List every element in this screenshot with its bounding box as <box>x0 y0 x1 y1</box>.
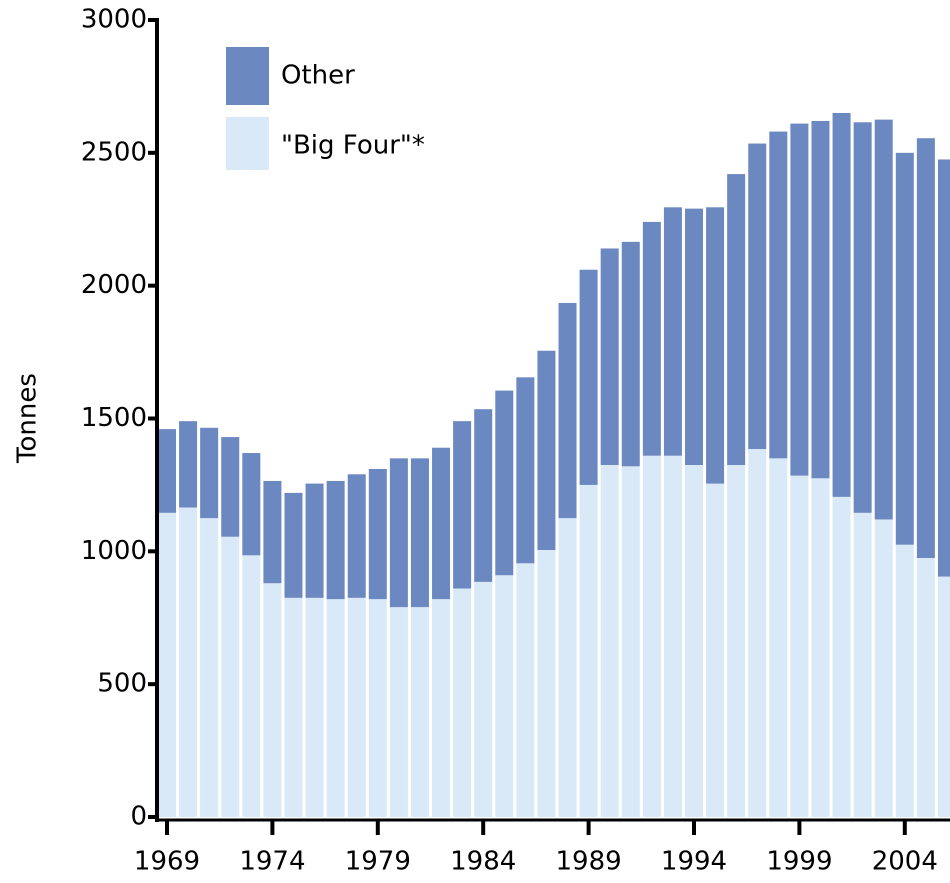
bar-segment <box>495 390 514 576</box>
x-tick-label: 1989 <box>556 847 622 877</box>
legend-label: "Big Four"* <box>281 131 425 161</box>
bar-segment <box>937 576 950 817</box>
bar-segment <box>326 480 345 600</box>
bar-segment <box>474 581 493 817</box>
bar-segment <box>200 427 219 519</box>
bar-segment <box>410 607 429 817</box>
legend-swatch <box>226 117 269 170</box>
x-tick-label: 1999 <box>766 847 832 877</box>
bar-segment <box>558 302 577 519</box>
bar-segment <box>748 449 767 817</box>
y-axis-label: Tonnes <box>13 373 43 464</box>
bar-segment <box>832 496 851 817</box>
bar-segment <box>748 143 767 450</box>
bar-segment <box>769 458 788 817</box>
bar-segment <box>685 464 703 817</box>
x-tick-label: 1984 <box>450 847 516 877</box>
bar-segment <box>432 447 451 600</box>
x-tick-label: 1979 <box>345 847 411 877</box>
bar-segment <box>727 174 746 465</box>
x-tick-label: 1969 <box>134 847 200 877</box>
y-tick-label: 0 <box>130 802 147 832</box>
bar-segment <box>832 112 851 497</box>
bar-segment <box>389 458 408 608</box>
bar-segment <box>916 138 935 558</box>
bar-segment <box>790 123 809 476</box>
bar-segment <box>895 544 914 817</box>
bar-segment <box>158 512 176 817</box>
bar-segment <box>600 248 619 465</box>
bar-segment <box>389 607 408 817</box>
bar-segment <box>410 458 429 608</box>
legend-swatch <box>226 47 269 105</box>
bar-segment <box>853 122 872 513</box>
bar-segment <box>663 207 682 456</box>
bar-segment <box>263 583 282 817</box>
bar-segment <box>537 350 556 551</box>
bar-segment <box>516 377 535 564</box>
bar-segment <box>432 599 451 817</box>
y-tick-label: 3000 <box>81 5 147 35</box>
bar-segment <box>874 119 893 520</box>
bar-segment <box>706 207 725 484</box>
bar-segment <box>242 453 261 556</box>
bar-segment <box>368 599 387 817</box>
bar-segment <box>453 588 472 817</box>
bar-segment <box>895 152 914 545</box>
bar-segment <box>179 507 198 817</box>
bar-segment <box>158 429 176 513</box>
bar-segment <box>853 512 872 817</box>
bar-segment <box>326 599 345 817</box>
bar-segment <box>221 536 240 817</box>
bar-segment <box>305 597 324 817</box>
bar-segment <box>642 221 661 456</box>
bar-segment <box>200 518 219 817</box>
bar-segment <box>579 269 598 485</box>
bar-segment <box>621 241 640 467</box>
bar-segment <box>621 466 640 817</box>
y-tick-label: 1000 <box>81 536 147 566</box>
bar-segment <box>453 421 472 589</box>
y-tick-label: 1500 <box>81 403 147 433</box>
bar-segment <box>874 519 893 817</box>
bar-segment <box>347 597 366 817</box>
y-tick-label: 2000 <box>81 270 147 300</box>
bar-segment <box>769 131 788 459</box>
bar-segment <box>368 468 387 600</box>
bar-segment <box>811 478 830 817</box>
bar-segment <box>790 475 809 817</box>
bar-segment <box>516 563 535 817</box>
bar-segment <box>284 597 303 817</box>
y-tick-label: 2500 <box>81 137 147 167</box>
bar-segment <box>221 437 240 537</box>
bar-segment <box>263 480 282 584</box>
bar-segment <box>600 464 619 817</box>
bar-segment <box>284 492 303 598</box>
bar-segment <box>727 464 746 817</box>
bar-segment <box>663 455 682 817</box>
bar-segment <box>579 484 598 817</box>
x-tick-label: 2004 <box>872 847 938 877</box>
bar-segment <box>558 518 577 817</box>
bar-segment <box>916 557 935 817</box>
bar-segment <box>474 409 493 582</box>
bar-segment <box>937 159 950 577</box>
bar-segment <box>642 455 661 817</box>
bar-segment <box>179 421 198 508</box>
bar-segment <box>495 575 514 817</box>
bar-segment <box>242 555 261 817</box>
bar-segment <box>811 120 830 479</box>
bar-segment <box>685 208 703 465</box>
y-tick-label: 500 <box>97 669 147 699</box>
x-tick-label: 1974 <box>239 847 305 877</box>
bar-segment <box>706 483 725 817</box>
legend-label: Other <box>281 61 355 91</box>
x-tick-label: 1994 <box>661 847 727 877</box>
bar-segment <box>537 550 556 817</box>
bar-segment <box>347 474 366 598</box>
bar-segment <box>305 483 324 598</box>
